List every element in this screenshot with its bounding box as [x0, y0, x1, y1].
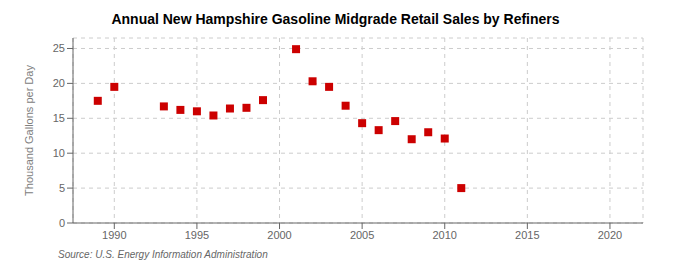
html-text:Source: U.S. Energy Informatio: Source: U.S. Energy Information Administ… — [58, 249, 268, 260]
svg-text:15: 15 — [53, 112, 65, 124]
html-text:Annual New Hampshire Gasoline: Annual New Hampshire Gasoline Midgrade R… — [111, 11, 560, 27]
svg-text:2000: 2000 — [267, 229, 291, 241]
svg-text:5: 5 — [59, 182, 65, 194]
svg-text:1995: 1995 — [185, 229, 209, 241]
svg-text:2005: 2005 — [350, 229, 374, 241]
svg-text:2010: 2010 — [432, 229, 456, 241]
svg-text:2015: 2015 — [515, 229, 539, 241]
svg-text:2020: 2020 — [598, 229, 622, 241]
svg-text:1990: 1990 — [102, 229, 126, 241]
svg-text:25: 25 — [53, 42, 65, 54]
svg-text:Thousand Gallons per Day: Thousand Gallons per Day — [23, 65, 35, 196]
svg-text:10: 10 — [53, 147, 65, 159]
svg-text:20: 20 — [53, 77, 65, 89]
svg-text:0: 0 — [59, 217, 65, 229]
